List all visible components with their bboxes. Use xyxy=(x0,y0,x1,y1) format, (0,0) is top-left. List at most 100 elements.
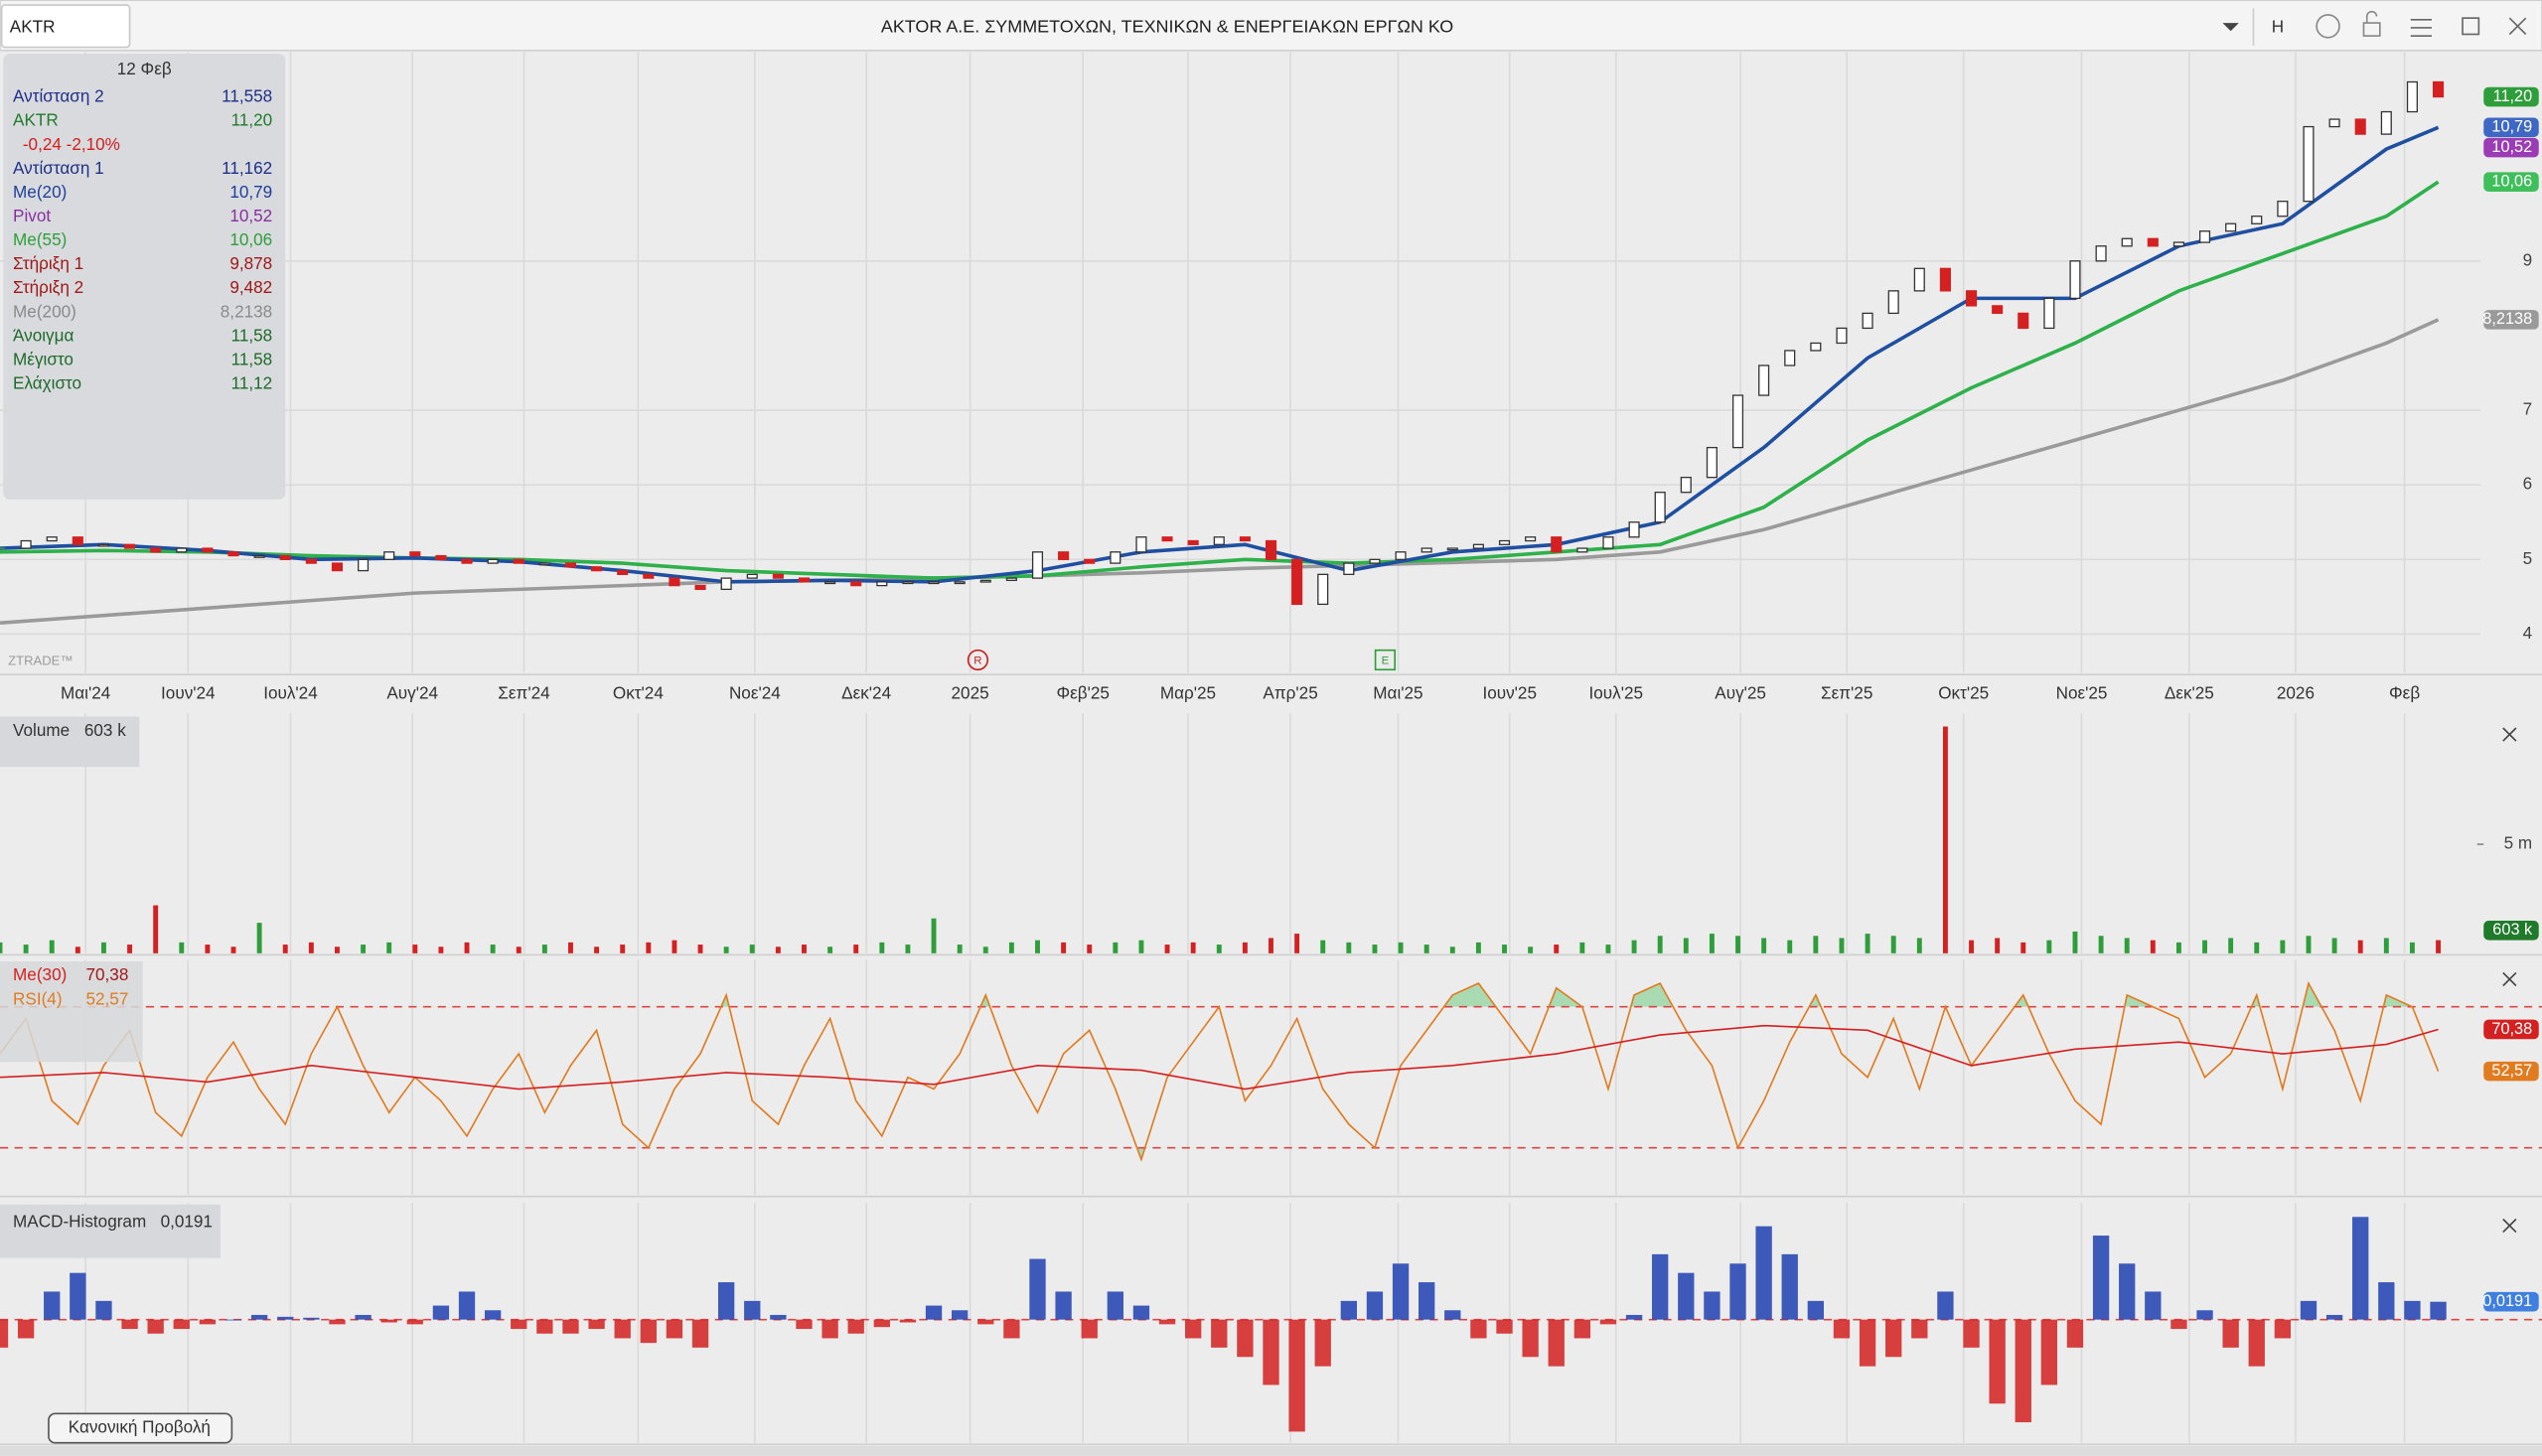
candle xyxy=(1005,577,1017,582)
close-pane-button[interactable] xyxy=(2502,1218,2517,1234)
macd-bar xyxy=(0,1319,9,1348)
macd-bar xyxy=(536,1319,553,1334)
macd-bar xyxy=(1132,1305,1150,1320)
volume-bar xyxy=(282,945,288,953)
candle xyxy=(2303,125,2315,203)
x-tick-label: Φεβ xyxy=(2389,682,2420,702)
restore-button[interactable] xyxy=(2462,17,2480,36)
candle xyxy=(253,554,265,558)
volume-bar xyxy=(1942,726,1948,953)
candle xyxy=(2225,222,2237,232)
quote-button[interactable] xyxy=(2316,14,2340,39)
candle xyxy=(564,562,577,568)
candle xyxy=(2018,312,2029,330)
volume-bar xyxy=(1035,940,1040,953)
macd-bar xyxy=(2145,1291,2162,1320)
volume-bar xyxy=(49,940,55,953)
mode-button[interactable]: H xyxy=(2272,17,2284,37)
macd-bar xyxy=(1989,1319,2006,1404)
x-tick-label: Σεπ'24 xyxy=(498,682,550,702)
candle xyxy=(1213,536,1225,545)
macd-bar xyxy=(2222,1319,2239,1348)
candle xyxy=(1602,536,1614,549)
macd-bar xyxy=(1392,1263,1410,1320)
volume-bar xyxy=(1475,942,1481,953)
volume-bar xyxy=(541,945,547,953)
pane-value: 0,0191 xyxy=(161,1211,213,1231)
macd-bar xyxy=(121,1319,138,1330)
candle xyxy=(1706,446,1718,479)
volume-bar xyxy=(2046,940,2052,953)
macd-bar xyxy=(1859,1319,1876,1367)
event-marker[interactable] xyxy=(1374,649,1397,671)
volume-bar xyxy=(723,946,729,953)
macd-bar xyxy=(1755,1226,1772,1320)
close-pane-button[interactable] xyxy=(2502,727,2517,742)
macd-bar xyxy=(2170,1319,2187,1330)
moving-average-line xyxy=(0,318,2440,625)
candle xyxy=(617,569,629,575)
volume-bar xyxy=(931,918,937,953)
volume-bar xyxy=(2228,938,2234,953)
candle xyxy=(1498,539,1511,545)
symbol-input[interactable] xyxy=(0,4,131,49)
menu-button[interactable] xyxy=(2410,18,2433,37)
volume-bar xyxy=(1890,936,1896,953)
candle xyxy=(798,577,811,583)
volume-bar xyxy=(2202,940,2207,953)
x-tick-label: Φεβ'25 xyxy=(1056,682,1109,702)
volume-bar xyxy=(516,946,522,953)
info-rows: Αντίσταση 2 11,558 AKTR 11,20 -0,24 -2,10% Αν… xyxy=(13,86,272,393)
volume-bar xyxy=(1995,938,2001,953)
close-pane-button[interactable] xyxy=(2502,971,2517,987)
lock-button[interactable] xyxy=(2362,22,2381,37)
info-value: 9,878 xyxy=(229,253,272,273)
candle xyxy=(227,551,239,557)
macd-bar xyxy=(1807,1300,1825,1320)
x-tick-label: 2025 xyxy=(952,682,989,702)
macd-bar xyxy=(511,1319,527,1330)
volume-bar xyxy=(1761,938,1767,953)
macd-bar xyxy=(977,1319,994,1325)
macd-bar xyxy=(432,1305,450,1320)
price-badge xyxy=(2483,1291,2539,1312)
macd-bar xyxy=(1081,1319,1098,1339)
candle xyxy=(1525,536,1537,542)
volume-bar xyxy=(1138,940,1144,953)
dropdown-button[interactable] xyxy=(2222,23,2239,32)
macd-bar xyxy=(847,1319,864,1334)
macd-bar xyxy=(2066,1319,2084,1348)
volume-bar xyxy=(205,945,211,953)
macd-bar xyxy=(744,1300,761,1320)
candle xyxy=(538,562,550,566)
candle xyxy=(1291,558,1303,606)
volume-bar xyxy=(1113,942,1119,953)
candle xyxy=(2069,260,2081,300)
info-value: 11,58 xyxy=(231,325,273,345)
macd-bar xyxy=(717,1282,735,1320)
normal-view-button[interactable] xyxy=(48,1412,233,1444)
close-window-button[interactable] xyxy=(2508,17,2527,36)
scrollbar[interactable] xyxy=(0,1445,2542,1456)
event-marker[interactable] xyxy=(967,649,989,671)
volume-bar xyxy=(2409,942,2415,953)
macd-bar xyxy=(640,1319,657,1344)
candle xyxy=(513,558,524,564)
info-label: Me(20) xyxy=(13,182,67,202)
badge-label: 10,06 xyxy=(2491,172,2532,190)
normal-view-label: Κανονική Προβολή xyxy=(69,1417,211,1437)
x-tick-label: Ιουλ'25 xyxy=(1589,682,1644,702)
volume-bar xyxy=(1008,942,1014,953)
macd-bar xyxy=(2248,1319,2265,1367)
macd-bar xyxy=(1003,1319,1020,1339)
volume-bar xyxy=(2124,938,2130,953)
volume-bar xyxy=(2331,938,2337,953)
candle xyxy=(1836,327,1848,345)
volume-bar xyxy=(75,946,80,953)
volume-bar xyxy=(957,945,963,953)
macd-bar xyxy=(95,1300,112,1320)
candle xyxy=(2043,297,2055,330)
macd-bar xyxy=(1158,1319,1176,1325)
candle xyxy=(1110,551,1121,564)
candle xyxy=(2380,110,2392,135)
